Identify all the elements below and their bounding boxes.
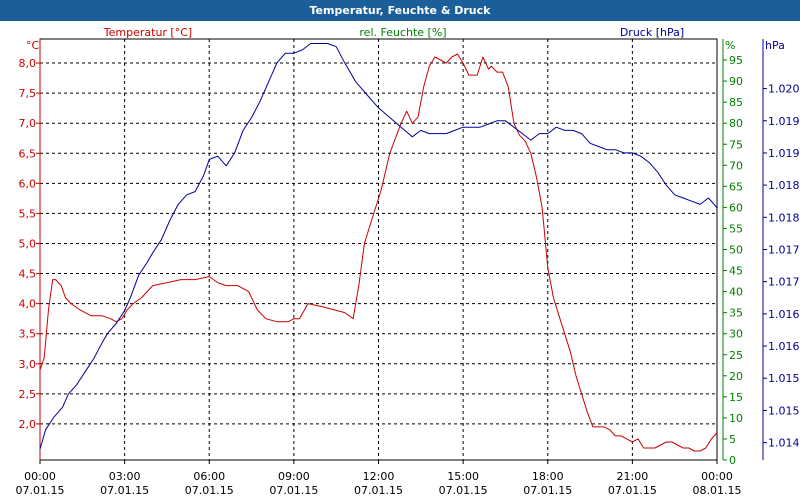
mid-axis-unit: % xyxy=(725,39,735,52)
x-tick-time: 15:00 xyxy=(447,470,479,483)
right-tick-label: 1.016 xyxy=(768,308,800,321)
mid-tick-label: 30 xyxy=(729,328,743,341)
x-tick-date: 07.01.15 xyxy=(354,484,403,497)
mid-tick-label: 75 xyxy=(729,138,743,151)
left-tick-label: 4,0 xyxy=(19,298,37,311)
mid-tick-label: 50 xyxy=(729,244,743,257)
right-tick-label: 1.020 xyxy=(768,83,800,96)
mid-tick-label: 10 xyxy=(729,412,743,425)
mid-tick-label: 70 xyxy=(729,159,743,172)
x-tick-time: 00:00 xyxy=(701,470,733,483)
mid-tick-label: 45 xyxy=(729,265,743,278)
chart-svg: 00:0007.01.1503:0007.01.1506:0007.01.150… xyxy=(16,26,800,497)
grid-lines xyxy=(40,39,717,460)
right-tick-label: 1.017 xyxy=(768,276,800,289)
x-tick-time: 21:00 xyxy=(617,470,649,483)
right-tick-label: 1.018 xyxy=(768,211,800,224)
mid-tick-label: 15 xyxy=(729,391,743,404)
mid-tick-label: 95 xyxy=(729,54,743,67)
left-tick-label: 5,5 xyxy=(19,207,37,220)
x-tick-date: 07.01.15 xyxy=(185,484,234,497)
pressure-line xyxy=(39,43,718,450)
right-tick-label: 1.015 xyxy=(768,404,800,417)
temperature-line xyxy=(39,53,718,452)
right-axis-unit: hPa xyxy=(765,39,785,52)
left-axis-unit: °C xyxy=(26,39,40,52)
left-tick-label: 7,5 xyxy=(19,87,37,100)
chart-area: 00:00 07.01.15 03:00 07.01.15 06:00 07.01.15 0… xyxy=(0,21,800,500)
right-tick-label: 1.014 xyxy=(768,437,800,450)
x-tick-date: 07.01.15 xyxy=(269,484,318,497)
right-tick-label: 1.016 xyxy=(768,340,800,353)
right-tick-label: 1.018 xyxy=(768,179,800,192)
mid-tick-label: 60 xyxy=(729,201,743,214)
left-tick-label: 2,0 xyxy=(19,418,37,431)
left-tick-label: 6,5 xyxy=(19,147,37,160)
x-tick-date: 08.01.15 xyxy=(693,484,742,497)
left-tick-label: 7,0 xyxy=(19,117,37,130)
left-tick-label: 2,5 xyxy=(19,388,37,401)
x-tick-time: 09:00 xyxy=(278,470,310,483)
x-tick-date: 07.01.15 xyxy=(100,484,149,497)
mid-tick-label: 5 xyxy=(729,433,736,446)
series-lines xyxy=(39,43,718,452)
x-tick-date: 07.01.15 xyxy=(608,484,657,497)
right-tick-label: 1.015 xyxy=(768,372,800,385)
mid-tick-label: 80 xyxy=(729,117,743,130)
x-tick-time: 06:00 xyxy=(193,470,225,483)
chart-title: Temperatur, Feuchte & Druck xyxy=(0,0,800,21)
legend-label: Temperatur [°C] xyxy=(103,26,192,39)
right-tick-label: 1.019 xyxy=(768,115,800,128)
x-tick-time: 00:00 xyxy=(24,470,56,483)
left-tick-label: 6,0 xyxy=(19,177,37,190)
left-tick-label: 4,5 xyxy=(19,268,37,281)
mid-tick-label: 90 xyxy=(729,75,743,88)
left-tick-label: 8,0 xyxy=(19,57,37,70)
x-tick-date: 07.01.15 xyxy=(16,484,65,497)
mid-tick-label: 20 xyxy=(729,370,743,383)
left-tick-label: 5,0 xyxy=(19,237,37,250)
left-tick-label: 3,5 xyxy=(19,328,37,341)
mid-tick-label: 85 xyxy=(729,96,743,109)
x-tick-date: 07.01.15 xyxy=(439,484,488,497)
left-tick-label: 3,0 xyxy=(19,358,37,371)
mid-tick-label: 65 xyxy=(729,180,743,193)
x-tick-date: 07.01.15 xyxy=(523,484,572,497)
x-tick-time: 03:00 xyxy=(109,470,141,483)
x-tick-time: 12:00 xyxy=(363,470,395,483)
axes xyxy=(36,38,767,464)
mid-tick-label: 55 xyxy=(729,222,743,235)
mid-tick-label: 35 xyxy=(729,307,743,320)
right-tick-label: 1.017 xyxy=(768,244,800,257)
legend-label: rel. Feuchte [%] xyxy=(359,26,446,39)
mid-tick-label: 0 xyxy=(729,454,736,467)
legend-label: Druck [hPa] xyxy=(620,26,684,39)
x-tick-time: 18:00 xyxy=(532,470,564,483)
right-tick-label: 1.019 xyxy=(768,147,800,160)
mid-tick-label: 25 xyxy=(729,349,743,362)
legend: Temperatur [°C] rel. Feuchte [%] Druck [hP… xyxy=(103,26,684,39)
mid-tick-label: 40 xyxy=(729,286,743,299)
tick-labels: 00:0007.01.1503:0007.01.1506:0007.01.150… xyxy=(16,39,800,497)
